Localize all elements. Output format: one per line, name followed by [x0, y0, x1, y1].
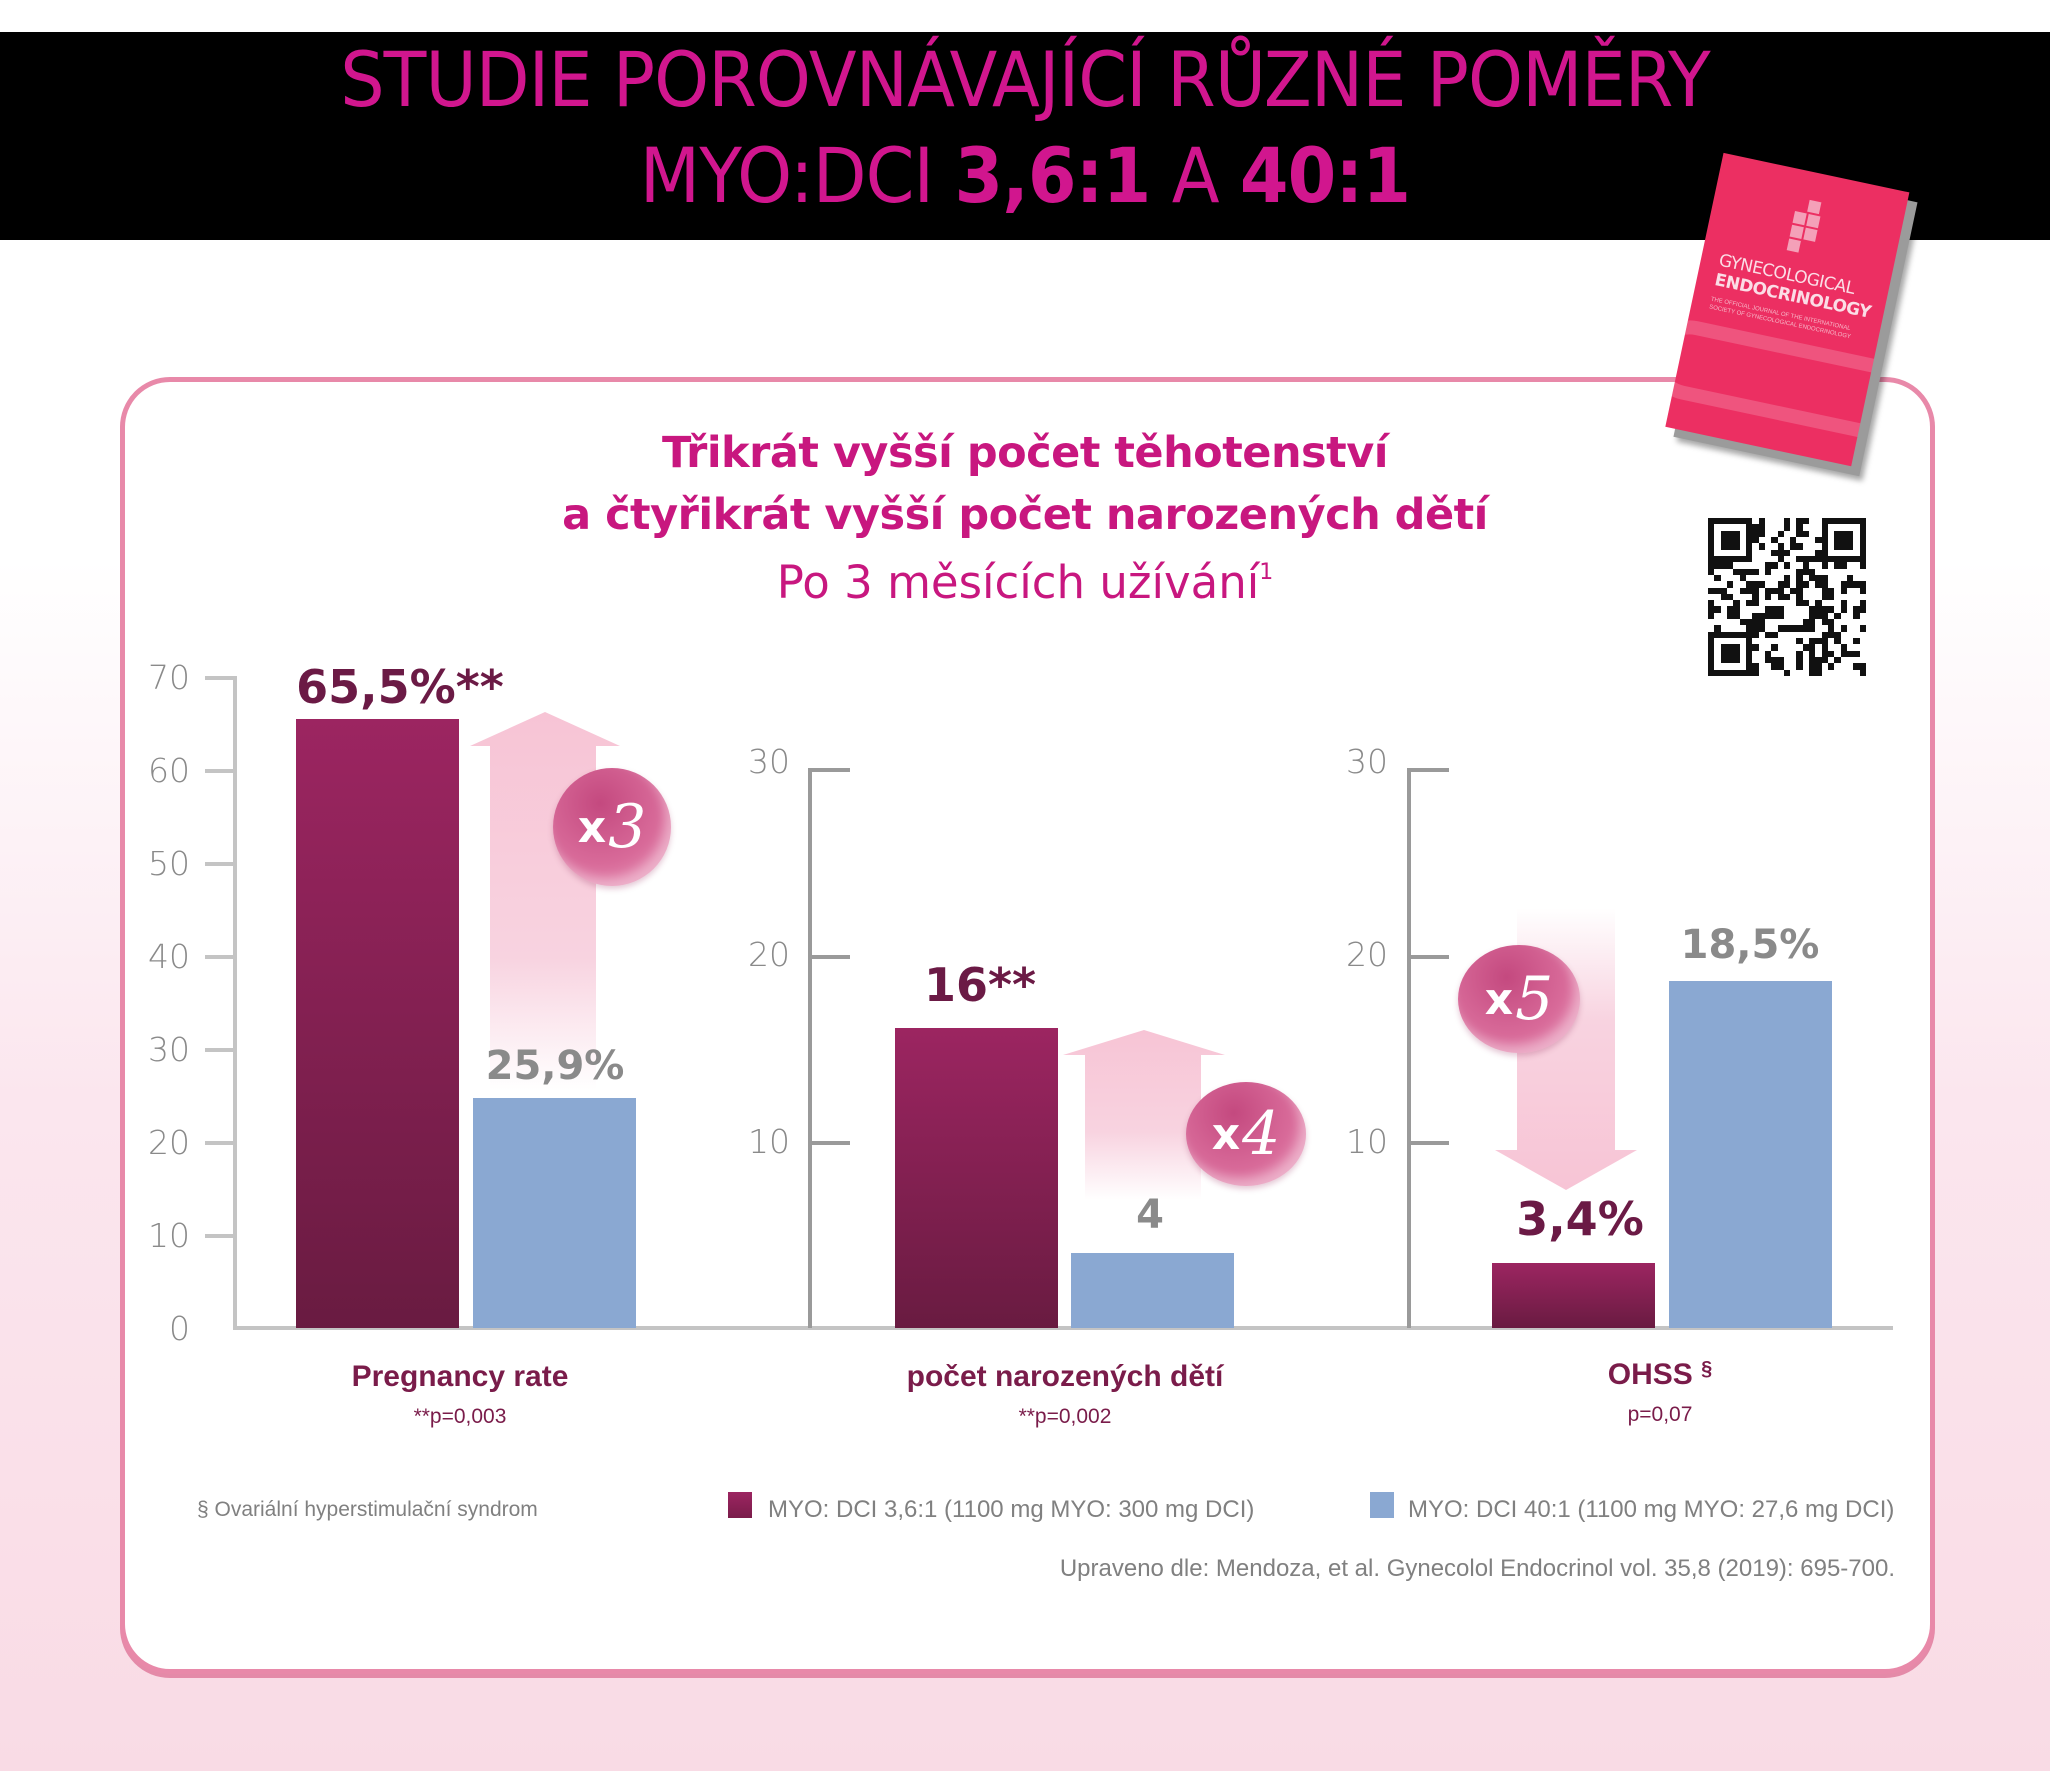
- chart-heading-line-2: a čtyřikrát vyšší počet narozených dětí: [562, 490, 1488, 540]
- bar-myo-40-1[interactable]: [1669, 981, 1832, 1328]
- y-tick-label: 40: [148, 937, 190, 976]
- y-tick-label: 50: [148, 844, 190, 883]
- increase-arrow-icon: [1063, 1030, 1225, 1200]
- x-axis-baseline: [233, 1326, 1893, 1330]
- y-tick-label: 60: [148, 751, 190, 790]
- ohss-footnote: § Ovariální hyperstimulační syndrom: [197, 1498, 538, 1521]
- y-tick-label: 10: [1346, 1122, 1388, 1161]
- p-value-label: **p=0,002: [1018, 1405, 1112, 1428]
- chart-subheading: Po 3 měsících užívání1: [776, 556, 1274, 609]
- y-tick-label: 20: [748, 935, 790, 974]
- y-tick-label: 20: [1346, 935, 1388, 974]
- bar-value-label: 3,4%: [1516, 1192, 1644, 1246]
- chart-heading-line-1: Třikrát vyšší počet těhotenství: [662, 428, 1388, 478]
- p-value-label: p=0,07: [1627, 1403, 1693, 1426]
- y-tick-label: 10: [748, 1122, 790, 1161]
- bar-myo-3-6-1[interactable]: [296, 719, 459, 1328]
- legend-swatch-myo-40-1: [1370, 1492, 1394, 1518]
- bar-value-label: 65,5%**: [296, 660, 504, 714]
- legend-swatch-myo-3-6-1: [728, 1492, 752, 1518]
- y-axis: [233, 676, 237, 1330]
- qr-code[interactable]: [1708, 518, 1866, 676]
- bar-myo-3-6-1[interactable]: [895, 1028, 1058, 1328]
- y-tick-label: 30: [1346, 742, 1388, 781]
- legend-label-myo-40-1: MYO: DCI 40:1 (1100 mg MYO: 27,6 mg DCI): [1408, 1496, 1895, 1523]
- bar-value-label: 18,5%: [1680, 922, 1820, 968]
- bar-myo-40-1[interactable]: [1071, 1253, 1234, 1328]
- category-label: počet narozených dětí: [906, 1360, 1224, 1393]
- y-tick-label: 30: [748, 742, 790, 781]
- y-tick-label: 30: [148, 1030, 190, 1069]
- bar-value-label: 25,9%: [485, 1043, 625, 1089]
- p-value-label: **p=0,003: [413, 1405, 507, 1428]
- title-line-2: MYO:DCI 3,6:1 A 40:1: [639, 131, 1411, 220]
- category-label: Pregnancy rate: [351, 1360, 569, 1393]
- source-citation: Upraveno dle: Mendoza, et al. Gynecolol …: [1059, 1555, 1895, 1582]
- legend-label-myo-3-6-1: MYO: DCI 3,6:1 (1100 mg MYO: 300 mg DCI): [768, 1496, 1255, 1523]
- bar-myo-3-6-1[interactable]: [1492, 1263, 1655, 1328]
- page-title: STUDIE POROVNÁVAJÍCÍ RŮZNÉ POMĚRY MYO:DC…: [82, 32, 1968, 224]
- header-band: [0, 32, 2050, 240]
- title-line-1: STUDIE POROVNÁVAJÍCÍ RŮZNÉ POMĚRY: [340, 35, 1711, 124]
- bar-value-label: 4: [1136, 1192, 1164, 1238]
- y-tick-label: 0: [169, 1309, 190, 1348]
- bar-myo-40-1[interactable]: [473, 1098, 636, 1328]
- y-axis: [1407, 768, 1411, 1328]
- y-tick-label: 70: [148, 658, 190, 697]
- y-axis: [808, 768, 812, 1328]
- category-label: OHSS §: [1607, 1358, 1713, 1391]
- y-tick-label: 10: [148, 1216, 190, 1255]
- bar-value-label: 16**: [923, 958, 1037, 1012]
- y-tick-label: 20: [148, 1123, 190, 1162]
